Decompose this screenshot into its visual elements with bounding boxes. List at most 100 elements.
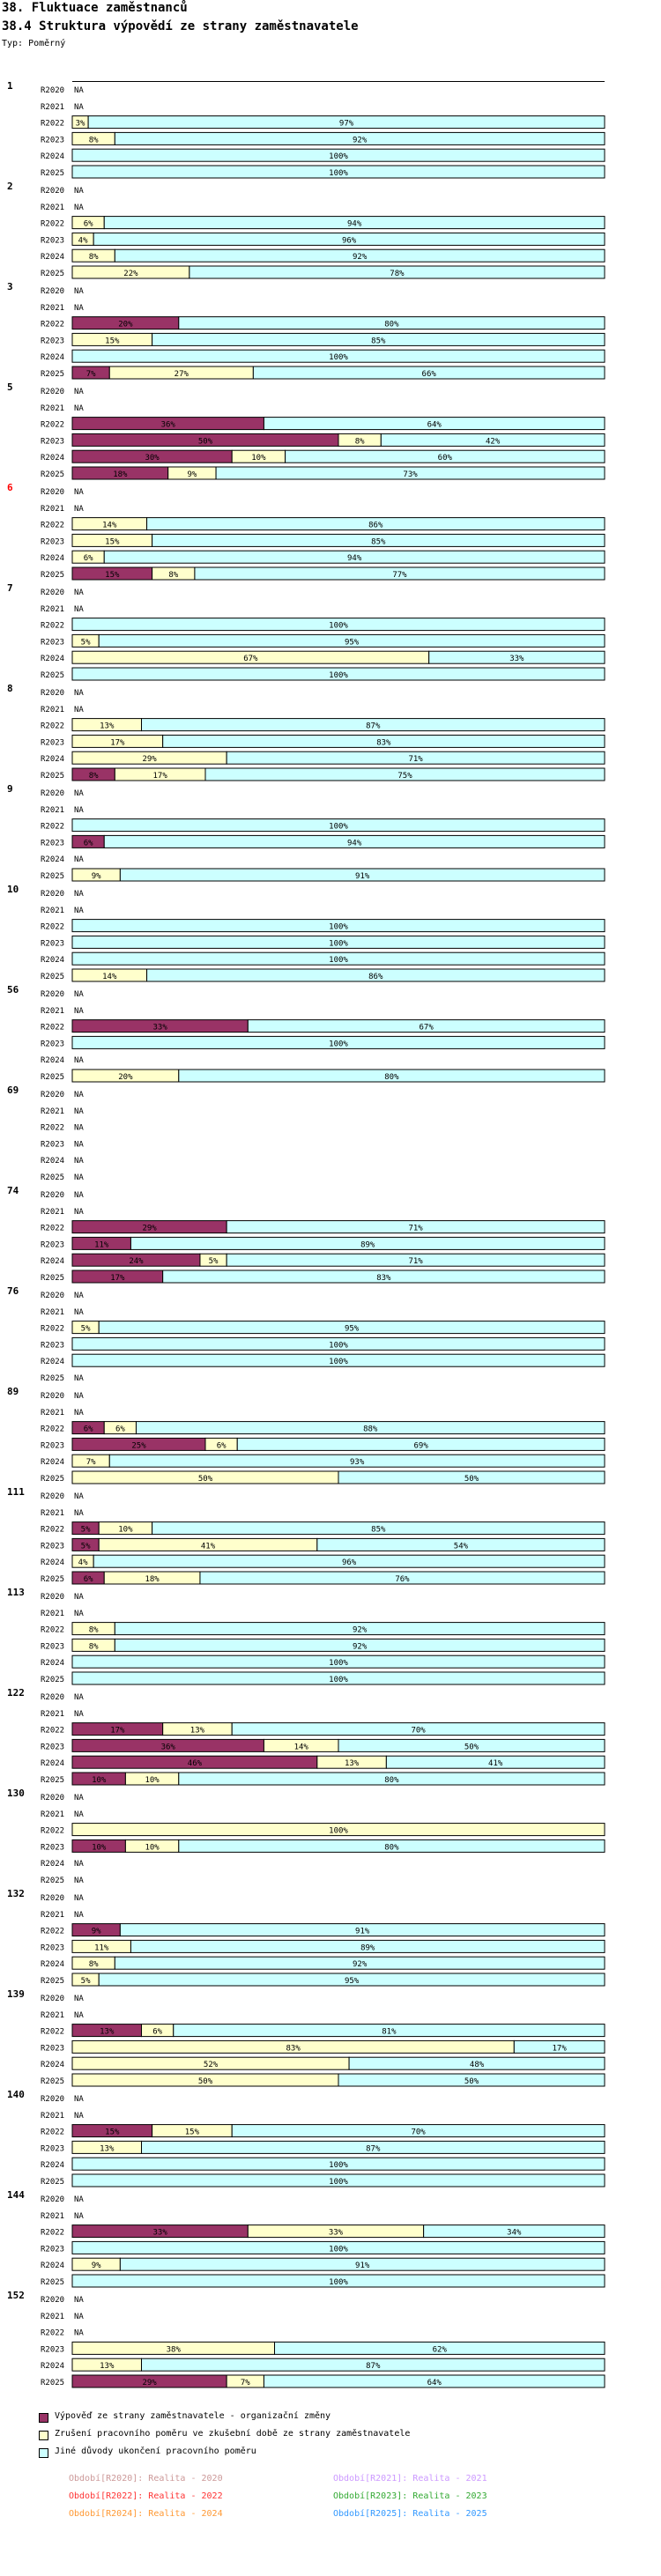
- group-label: 132: [7, 1888, 25, 1899]
- data-label: 71%: [408, 1225, 423, 1233]
- na-label: NA: [74, 1876, 84, 1885]
- row-label: R2020: [41, 488, 64, 497]
- data-label: 6%: [84, 220, 93, 229]
- data-label: 50%: [198, 437, 213, 446]
- row-label: R2025: [41, 470, 64, 479]
- row-label: R2020: [41, 2296, 64, 2305]
- bar-segment: [87, 115, 605, 130]
- data-label: 50%: [198, 1475, 213, 1484]
- data-label: 100%: [329, 1659, 348, 1668]
- na-label: NA: [74, 1140, 84, 1149]
- data-label: 3%: [76, 120, 85, 129]
- na-label: NA: [74, 1409, 84, 1418]
- na-label: NA: [74, 2112, 84, 2121]
- data-label: 77%: [392, 571, 407, 580]
- bar-segment: [263, 2374, 605, 2388]
- data-label: 18%: [145, 1575, 160, 1584]
- data-label: 83%: [376, 1274, 391, 1283]
- row-label: R2020: [41, 1392, 64, 1401]
- data-label: 36%: [161, 1743, 176, 1751]
- data-label: 17%: [553, 2044, 568, 2053]
- na-label: NA: [74, 488, 84, 497]
- na-label: NA: [74, 890, 84, 899]
- bar-segment: [178, 1069, 605, 1083]
- bar-segment: [513, 2039, 605, 2054]
- row-label: R2025: [41, 772, 64, 781]
- row-label: R2020: [41, 1292, 64, 1300]
- data-label: 92%: [353, 1642, 368, 1651]
- group-label: 8: [7, 683, 13, 694]
- na-label: NA: [74, 689, 84, 698]
- bar-segment: [178, 1772, 605, 1786]
- row-label: R2024: [41, 1056, 64, 1065]
- bar-segment: [285, 449, 605, 463]
- bar-segment: [226, 751, 605, 765]
- bar-segment: [204, 767, 605, 781]
- row-label: R2021: [41, 2011, 64, 2020]
- row-label: R2025: [41, 2379, 64, 2387]
- bar-segment: [114, 1638, 605, 1652]
- row-label: R2024: [41, 1558, 64, 1567]
- group-label: 113: [7, 1587, 25, 1598]
- row-label: R2025: [41, 270, 64, 278]
- data-label: 10%: [145, 1843, 160, 1852]
- data-label: 5%: [81, 1325, 91, 1334]
- data-label: 5%: [81, 1977, 91, 1986]
- row-label: R2025: [41, 1274, 64, 1283]
- data-label: 100%: [329, 2245, 348, 2254]
- row-label: R2023: [41, 939, 64, 948]
- data-label: 100%: [329, 1040, 348, 1048]
- period-label: Období[R2020]: Realita - 2020: [69, 2474, 223, 2483]
- row-label: R2024: [41, 152, 64, 161]
- na-label: NA: [74, 2195, 84, 2204]
- row-label: R2025: [41, 1173, 64, 1182]
- row-label: R2020: [41, 86, 64, 95]
- data-label: 6%: [217, 1441, 227, 1450]
- page-subtitle: 38.4 Struktura výpovědí ze strany zaměst…: [2, 19, 359, 33]
- row-label: R2022: [41, 2128, 64, 2137]
- bar-segment: [226, 1220, 605, 1234]
- data-label: 60%: [438, 454, 453, 463]
- row-label: R2021: [41, 1208, 64, 1217]
- data-label: 8%: [89, 772, 99, 781]
- row-label: R2020: [41, 287, 64, 296]
- na-label: NA: [74, 907, 84, 915]
- row-label: R2025: [41, 2077, 64, 2086]
- data-label: 88%: [363, 1425, 378, 1434]
- row-label: R2023: [41, 1341, 64, 1350]
- row-label: R2020: [41, 1995, 64, 2003]
- data-label: 11%: [94, 1943, 109, 1952]
- data-label: 66%: [422, 370, 437, 379]
- data-label: 22%: [123, 270, 138, 278]
- data-label: 30%: [145, 454, 160, 463]
- data-label: 87%: [366, 2144, 381, 2153]
- data-label: 100%: [329, 1827, 348, 1836]
- data-label: 83%: [286, 2044, 301, 2053]
- data-label: 38%: [167, 2345, 182, 2354]
- data-label: 85%: [371, 1526, 386, 1535]
- na-label: NA: [74, 1292, 84, 1300]
- bar-segment: [114, 1956, 605, 1970]
- bar-segment: [71, 1336, 605, 1351]
- row-label: R2020: [41, 890, 64, 899]
- data-label: 10%: [92, 1843, 107, 1852]
- data-label: 9%: [92, 1928, 101, 1936]
- group-label: 56: [7, 984, 19, 996]
- row-label: R2023: [41, 2345, 64, 2354]
- period-label: Období[R2024]: Realita - 2024: [69, 2509, 223, 2519]
- legend-label: Jiné důvody ukončení pracovního poměru: [55, 2446, 256, 2456]
- data-label: 94%: [347, 554, 362, 563]
- row-label: R2021: [41, 304, 64, 313]
- bar-segment: [141, 2140, 605, 2154]
- na-label: NA: [74, 287, 84, 296]
- row-label: R2025: [41, 671, 64, 680]
- row-label: R2022: [41, 1024, 64, 1033]
- row-label: R2020: [41, 990, 64, 999]
- row-label: R2022: [41, 1325, 64, 1334]
- row-label: R2023: [41, 1943, 64, 1952]
- data-label: 86%: [368, 973, 383, 981]
- data-label: 17%: [110, 738, 125, 747]
- bar-segment: [247, 1019, 605, 1033]
- row-label: R2021: [41, 2112, 64, 2121]
- row-label: R2025: [41, 1475, 64, 1484]
